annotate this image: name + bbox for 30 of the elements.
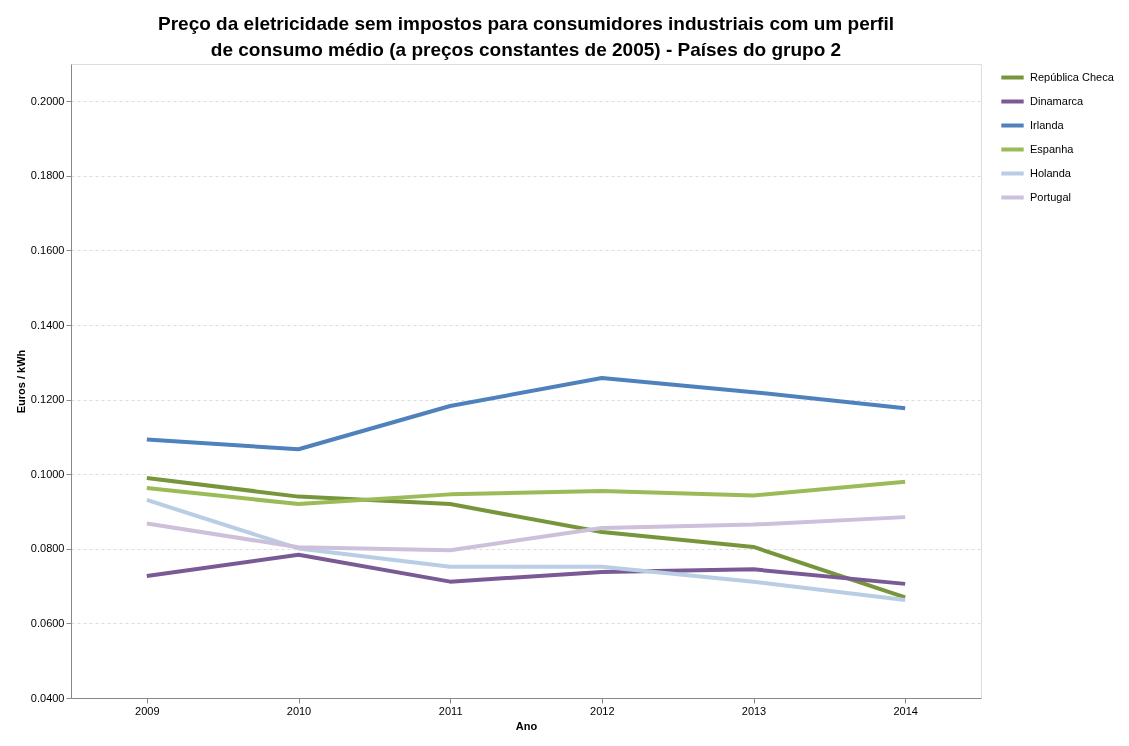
y-tick-label: 0.1600 xyxy=(30,243,65,256)
y-tick-label: 0.0600 xyxy=(30,616,65,629)
x-tick-label: 2014 xyxy=(893,704,918,717)
y-tick-label: 0.1400 xyxy=(30,318,65,331)
line-series xyxy=(144,376,908,452)
y-tick-label: 0.1800 xyxy=(30,169,65,182)
legend-label: Portugal xyxy=(1030,190,1071,203)
x-tick-label: 2012 xyxy=(590,704,615,717)
line-series xyxy=(144,479,908,507)
y-axis-title: Euros / kWh xyxy=(14,349,27,414)
legend-label: Espanha xyxy=(1030,142,1075,155)
y-tick-label: 0.0400 xyxy=(30,691,65,704)
chart-title: Preço da eletricidade sem impostos para consumidores industriais com um perfil de consumo médio (a preços constantes de 2005) - Países do grupo 2 xyxy=(158,13,894,60)
y-tick-label: 0.1000 xyxy=(30,467,65,480)
y-tick-label: 0.1200 xyxy=(30,393,65,406)
x-tick-label: 2013 xyxy=(741,704,767,717)
legend-label: Holanda xyxy=(1030,166,1072,179)
x-axis-title: Ano xyxy=(515,719,538,732)
legend-label: Irlanda xyxy=(1030,118,1065,131)
line-series xyxy=(144,552,908,586)
line-series xyxy=(144,497,908,602)
y-tick-label: 0.2000 xyxy=(30,94,65,107)
legend-label: Dinamarca xyxy=(1030,94,1085,107)
x-tick-label: 2009 xyxy=(135,704,160,717)
y-tick-label: 0.0800 xyxy=(30,542,65,555)
x-tick-label: 2011 xyxy=(438,704,463,717)
line-series xyxy=(144,475,908,600)
legend-label: República Checa xyxy=(1030,70,1115,83)
x-tick-label: 2010 xyxy=(286,704,312,717)
line-series xyxy=(144,515,908,553)
